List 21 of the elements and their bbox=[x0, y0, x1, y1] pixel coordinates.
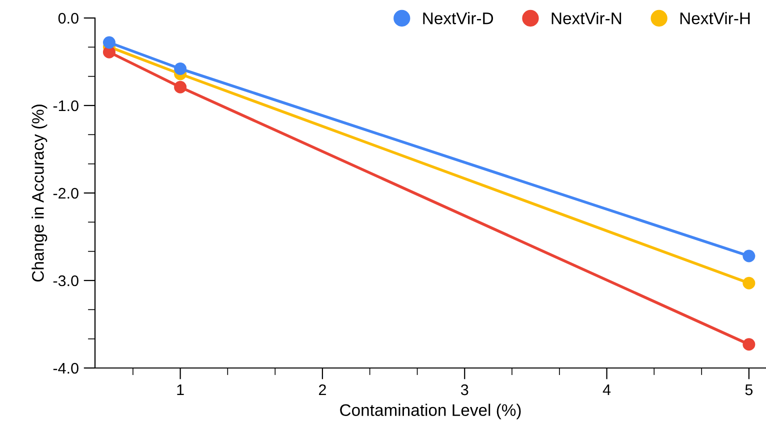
point bbox=[742, 276, 756, 290]
point bbox=[742, 250, 756, 262]
point bbox=[174, 62, 187, 75]
y-axis-title: Change in Accuracy (%) bbox=[32, 104, 48, 282]
x-tick-label: 4 bbox=[602, 384, 611, 396]
y-tick-label: 0.0 bbox=[58, 12, 78, 24]
x-tick-label: 1 bbox=[177, 384, 184, 396]
point bbox=[174, 80, 187, 94]
x-tick-label: 2 bbox=[318, 384, 326, 396]
point bbox=[742, 338, 756, 351]
legend-label: NextVir-H bbox=[680, 12, 750, 24]
legend-label: NextVir-N bbox=[552, 12, 622, 24]
y-tick-label: -3.0 bbox=[53, 275, 78, 286]
y-tick-label: -1.0 bbox=[53, 100, 78, 112]
y-tick-label: -4.0 bbox=[53, 362, 78, 374]
point bbox=[102, 36, 116, 49]
x-tick-label: 3 bbox=[460, 384, 468, 396]
x-tick-label: 5 bbox=[745, 384, 753, 396]
legend-label: NextVir-D bbox=[423, 12, 494, 24]
y-tick-label: -2.0 bbox=[53, 188, 78, 199]
x-axis-title: Contamination Level (%) bbox=[340, 404, 521, 420]
